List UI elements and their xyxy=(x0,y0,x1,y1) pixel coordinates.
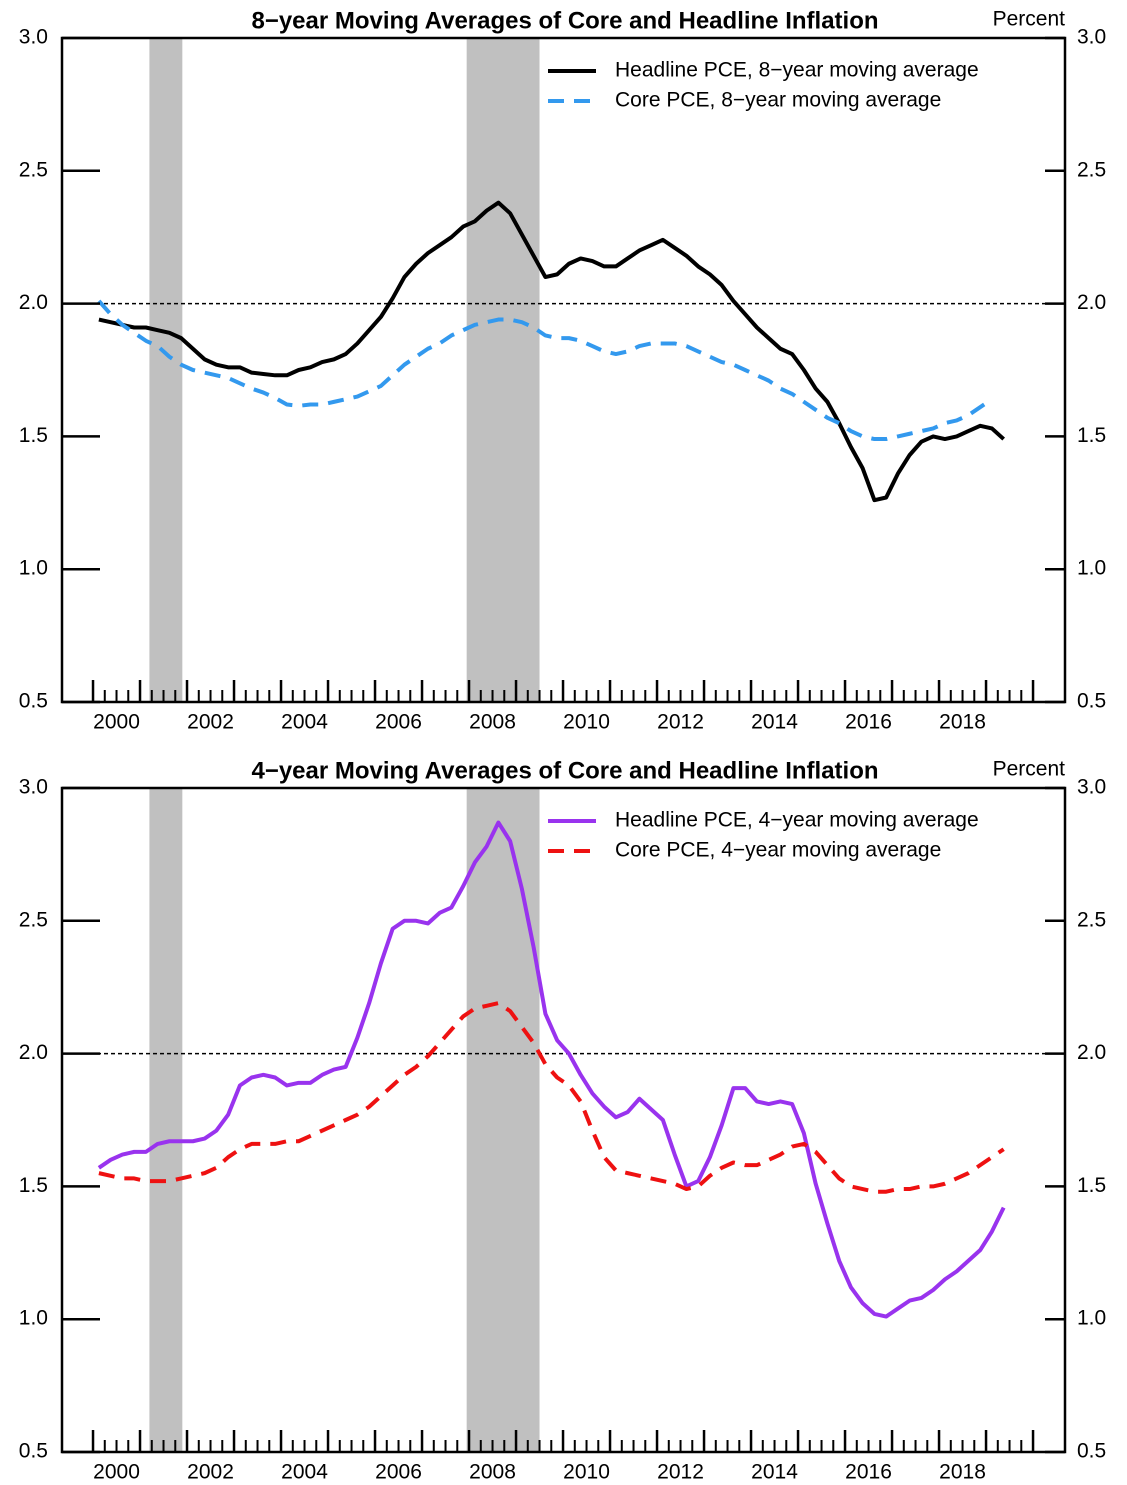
y2-tick-label: 2.0 xyxy=(1077,291,1106,314)
y2-tick-label: 1.5 xyxy=(1077,424,1106,447)
plot-frame xyxy=(60,36,1067,704)
y-axis-label: Percent xyxy=(993,758,1066,781)
y-tick-label: 1.0 xyxy=(19,1307,48,1330)
legend-label: Core PCE, 4−year moving average xyxy=(615,839,941,862)
chart-title: 8−year Moving Averages of Core and Headl… xyxy=(251,7,878,34)
x-tick-label: 2014 xyxy=(751,711,798,734)
y2-tick-label: 3.0 xyxy=(1077,26,1106,49)
series-line xyxy=(98,1001,1005,1194)
recession-shading xyxy=(149,788,183,1452)
legend-label: Headline PCE, 4−year moving average xyxy=(615,809,979,832)
x-tick-label: 2010 xyxy=(563,711,610,734)
x-tick-label: 2018 xyxy=(939,1461,986,1484)
recession-shading xyxy=(149,38,183,702)
y2-tick-label: 1.5 xyxy=(1077,1174,1106,1197)
series-line xyxy=(97,299,994,442)
x-tick-label: 2002 xyxy=(187,711,234,734)
y-tick-label: 2.5 xyxy=(19,908,48,931)
plot-frame xyxy=(60,786,1067,1454)
y-tick-label: 2.0 xyxy=(19,291,48,314)
y-tick-label: 0.5 xyxy=(19,1440,48,1463)
series-line xyxy=(97,820,1006,1319)
x-tick-label: 2008 xyxy=(469,711,516,734)
legend-label: Core PCE, 8−year moving average xyxy=(615,89,941,112)
x-tick-label: 2016 xyxy=(845,711,892,734)
y-tick-label: 3.0 xyxy=(19,776,48,799)
x-tick-label: 2012 xyxy=(657,711,704,734)
x-tick-label: 2012 xyxy=(657,1461,704,1484)
x-tick-label: 2004 xyxy=(281,711,328,734)
y2-tick-label: 0.5 xyxy=(1077,690,1106,713)
recession-shading xyxy=(466,38,540,702)
x-tick-label: 2016 xyxy=(845,1461,892,1484)
y2-tick-label: 0.5 xyxy=(1077,1440,1106,1463)
series-line xyxy=(98,200,1006,503)
x-tick-label: 2006 xyxy=(375,1461,422,1484)
y2-tick-label: 1.0 xyxy=(1077,557,1106,580)
x-tick-label: 2014 xyxy=(751,1461,798,1484)
y-tick-label: 2.0 xyxy=(19,1041,48,1064)
y-tick-label: 0.5 xyxy=(19,690,48,713)
y2-tick-label: 2.0 xyxy=(1077,1041,1106,1064)
y-axis-label: Percent xyxy=(993,8,1066,31)
y2-tick-label: 1.0 xyxy=(1077,1307,1106,1330)
y2-tick-label: 3.0 xyxy=(1077,776,1106,799)
x-tick-label: 2002 xyxy=(187,1461,234,1484)
chart-title: 4−year Moving Averages of Core and Headl… xyxy=(251,757,878,784)
x-tick-label: 2000 xyxy=(93,1461,140,1484)
recession-shading xyxy=(466,788,540,1452)
legend-label: Headline PCE, 8−year moving average xyxy=(615,59,979,82)
x-tick-label: 2018 xyxy=(939,711,986,734)
y-tick-label: 1.5 xyxy=(19,1174,48,1197)
x-tick-label: 2006 xyxy=(375,711,422,734)
y-tick-label: 1.5 xyxy=(19,424,48,447)
y-tick-label: 1.0 xyxy=(19,557,48,580)
y-tick-label: 3.0 xyxy=(19,26,48,49)
x-tick-label: 2004 xyxy=(281,1461,328,1484)
y2-tick-label: 2.5 xyxy=(1077,908,1106,931)
x-tick-label: 2008 xyxy=(469,1461,516,1484)
y2-tick-label: 2.5 xyxy=(1077,158,1106,181)
x-tick-label: 2010 xyxy=(563,1461,610,1484)
y-tick-label: 2.5 xyxy=(19,158,48,181)
x-tick-label: 2000 xyxy=(93,711,140,734)
